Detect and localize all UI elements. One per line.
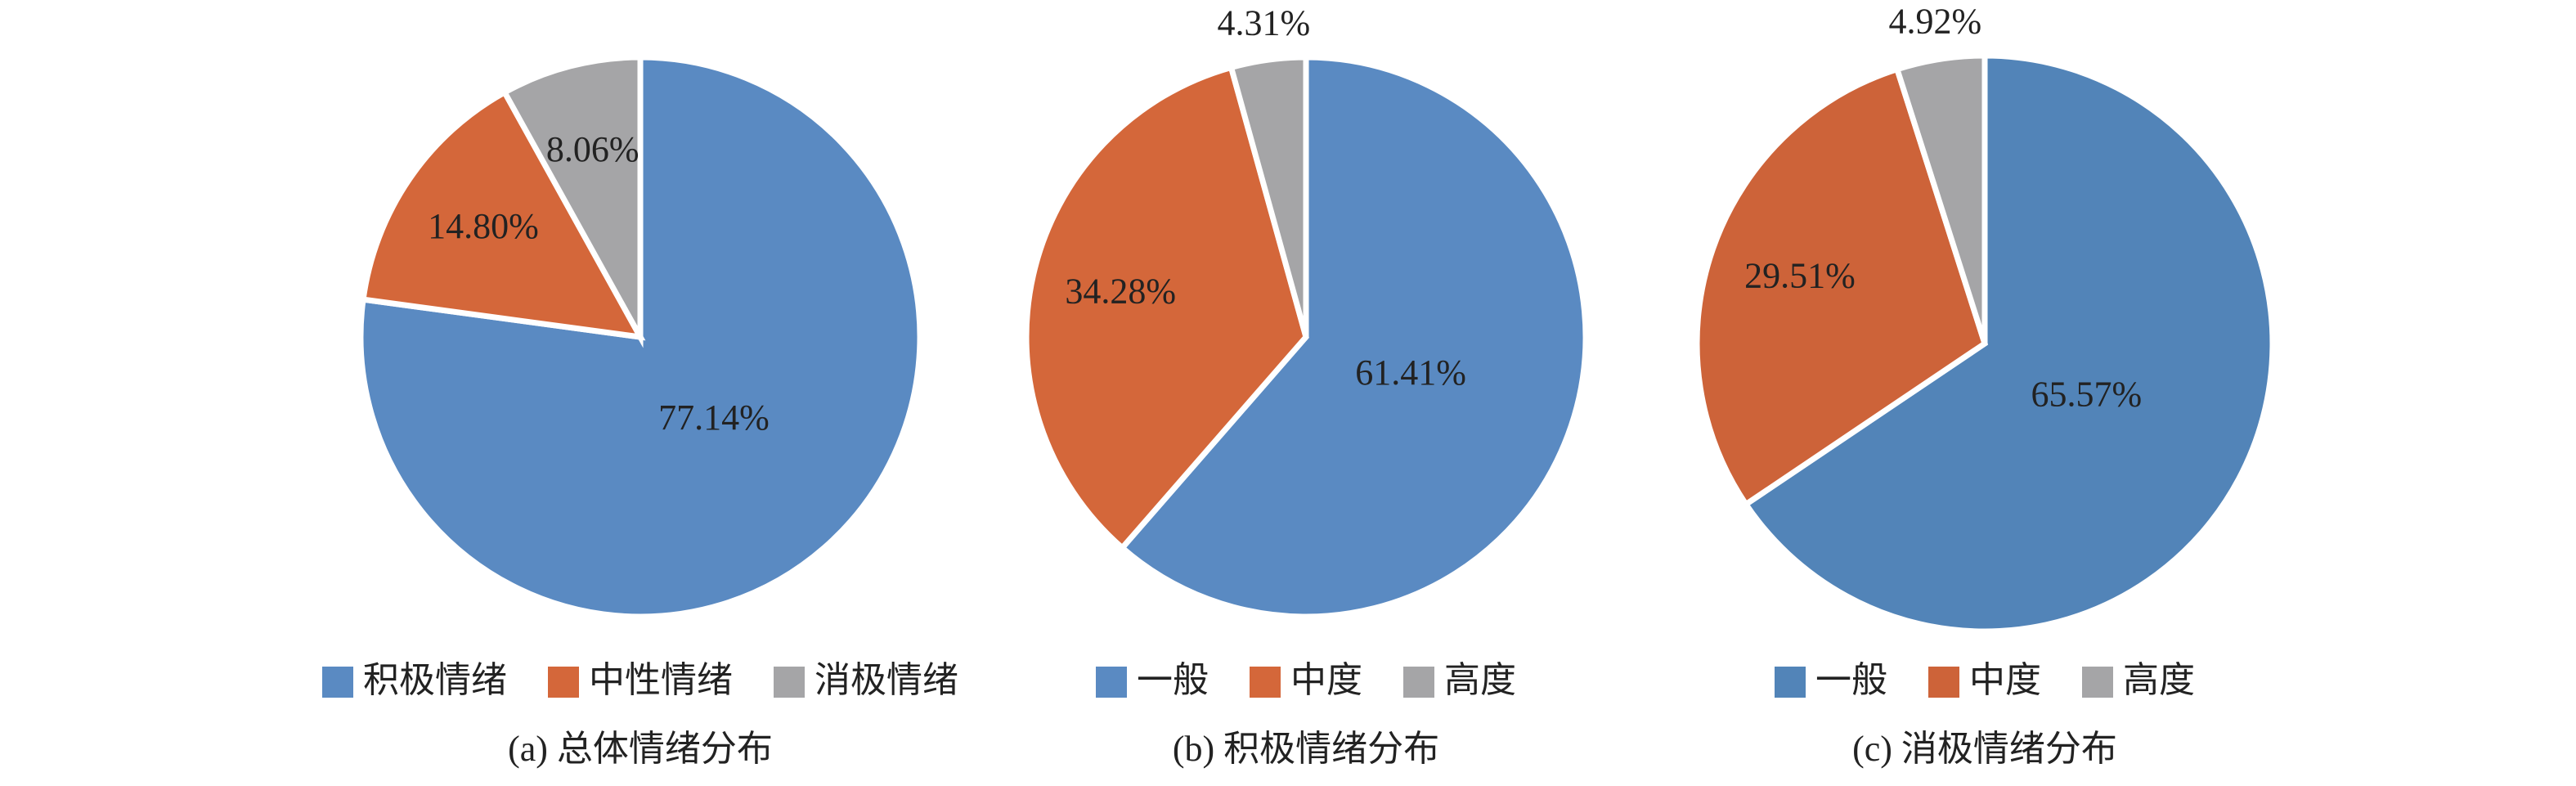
data-label: 8.06%: [546, 129, 640, 169]
data-label: 29.51%: [1744, 255, 1856, 295]
legend-swatch: [322, 667, 353, 698]
chart-caption: (a) 总体情绪分布: [508, 729, 773, 769]
legend-swatch: [1775, 667, 1806, 698]
legend-label: 一般: [1137, 660, 1209, 700]
legend-swatch: [2082, 667, 2113, 698]
pie-slice: [1118, 54, 1589, 620]
chart-caption: (b) 积极情绪分布: [1173, 729, 1439, 769]
legend-label: 一般: [1815, 660, 1887, 700]
legend-label: 中度: [1969, 660, 2041, 700]
legend-swatch: [1403, 667, 1434, 698]
pie-slice: [1227, 54, 1309, 338]
chart-caption: (c) 消极情绪分布: [1852, 729, 2117, 769]
pie-slice: [1893, 52, 1988, 345]
data-label: 34.28%: [1065, 272, 1176, 312]
legend-swatch: [548, 667, 579, 698]
legend-label: 消极情绪: [815, 660, 958, 700]
legend-swatch: [1928, 667, 1959, 698]
data-label: 4.31%: [1217, 3, 1310, 43]
data-label: 14.80%: [428, 206, 539, 246]
pie-slice: [1023, 64, 1309, 552]
pie-slice: [1742, 52, 2276, 635]
legend-swatch: [1250, 667, 1281, 698]
data-label: 77.14%: [658, 397, 770, 438]
data-label: 65.57%: [2031, 374, 2142, 414]
pie-slice: [500, 54, 644, 348]
legend-label: 中性情绪: [589, 660, 733, 700]
data-label: 4.92%: [1888, 2, 1981, 42]
data-label: 61.41%: [1355, 353, 1466, 393]
legend-swatch: [1096, 667, 1127, 698]
pie-slice: [1694, 65, 1989, 509]
legend-label: 积极情绪: [363, 660, 507, 700]
legend-swatch: [774, 667, 805, 698]
legend-label: 中度: [1290, 660, 1362, 700]
pie-slice: [360, 88, 646, 341]
legend-label: 高度: [2123, 660, 2195, 700]
legend-label: 高度: [1444, 660, 1516, 700]
